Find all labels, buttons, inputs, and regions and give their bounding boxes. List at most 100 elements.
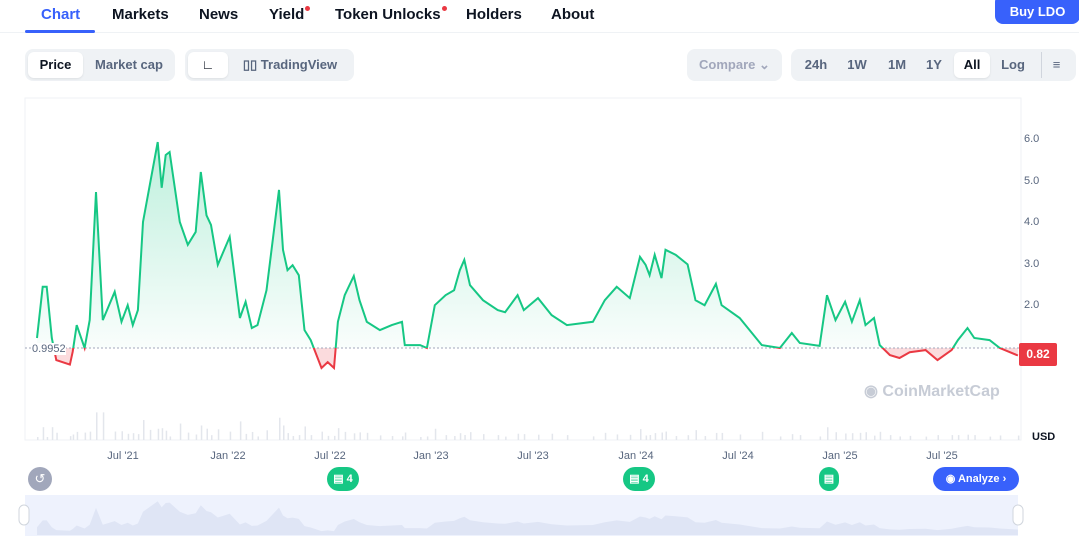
volume-bar — [661, 432, 663, 440]
volume-bar — [470, 432, 472, 440]
volume-bar — [334, 435, 336, 440]
notification-dot — [441, 6, 447, 11]
volume-bar — [739, 434, 742, 440]
volume-bar — [1017, 435, 1020, 440]
event-pin[interactable]: ▤ 4 — [327, 467, 359, 491]
tab-markets[interactable]: Markets — [112, 6, 169, 23]
volume-bar — [37, 437, 39, 440]
volume-bar — [505, 436, 507, 440]
price-button[interactable]: Price — [28, 52, 83, 78]
volume-bar — [827, 427, 829, 440]
volume-bar — [102, 412, 105, 440]
volume-bar — [967, 434, 969, 440]
volume-bar — [799, 435, 802, 440]
volume-bar — [454, 436, 456, 440]
volume-bar — [51, 427, 54, 440]
x-tick: Jul '23 — [517, 450, 549, 462]
volume-bar — [899, 436, 901, 440]
volume-bar — [206, 428, 208, 440]
range-all[interactable]: All — [954, 52, 990, 78]
current-price-badge: 0.82 — [1019, 343, 1057, 366]
volume-bar — [137, 434, 140, 440]
navigator-left-handle[interactable] — [18, 504, 30, 526]
x-tick: Jul '25 — [926, 450, 958, 462]
range-1w[interactable]: 1W — [847, 57, 867, 72]
volume-bars — [37, 412, 1020, 440]
buy-ldo-button[interactable]: Buy LDO — [995, 0, 1079, 24]
volume-bar — [245, 433, 248, 440]
volume-bar — [974, 435, 976, 440]
x-tick: Jul '22 — [314, 450, 346, 462]
volume-bar — [695, 430, 697, 440]
range-24h[interactable]: 24h — [804, 57, 828, 72]
volume-bar — [298, 435, 301, 440]
event-pin[interactable]: ▤ — [819, 467, 839, 491]
volume-bar — [96, 412, 98, 440]
x-tick: Jan '25 — [822, 450, 858, 462]
y-axis-unit: USD — [1032, 431, 1056, 443]
tab-chart[interactable]: Chart — [41, 6, 80, 23]
range-1y[interactable]: 1Y — [926, 57, 942, 72]
volume-bar — [616, 434, 619, 440]
volume-bar — [483, 434, 485, 440]
line-chart-button[interactable]: ∟ — [188, 52, 228, 78]
market-cap-button[interactable]: Market cap — [95, 57, 163, 72]
volume-bar — [845, 433, 847, 440]
active-tab-indicator — [25, 30, 95, 33]
tab-label: Chart — [41, 6, 81, 23]
volume-bar — [84, 432, 87, 440]
document-icon: ▤ — [629, 473, 640, 485]
volume-bar — [379, 435, 382, 440]
volume-bar — [957, 435, 960, 440]
tab-holders[interactable]: Holders — [466, 6, 522, 23]
volume-bar — [337, 428, 340, 440]
analyze-button[interactable]: ◉ Analyze › — [933, 467, 1019, 491]
volume-bar — [523, 434, 526, 440]
volume-bar — [42, 427, 45, 440]
compare-dropdown[interactable]: Compare ⌄ — [687, 49, 782, 81]
volume-bar — [426, 436, 429, 440]
x-tick: Jan '24 — [618, 450, 654, 462]
document-icon: ▤ — [333, 473, 344, 485]
volume-bar — [859, 432, 862, 440]
event-pin[interactable]: ▤ 4 — [623, 467, 655, 491]
volume-bar — [999, 435, 1002, 440]
log-toggle[interactable]: Log — [1001, 57, 1025, 72]
volume-bar — [72, 434, 75, 440]
volume-bar — [257, 436, 259, 440]
volume-bar — [989, 436, 992, 440]
settings-sliders-icon[interactable]: ≡ — [1041, 52, 1071, 78]
volume-bar — [69, 436, 72, 440]
document-icon: ▤ — [823, 473, 835, 485]
navigator-area — [37, 501, 1018, 535]
volume-bar — [283, 425, 285, 440]
x-tick: Jul '21 — [107, 450, 139, 462]
volume-bar — [217, 429, 220, 440]
volume-bar — [56, 432, 58, 440]
volume-bar — [391, 436, 394, 440]
volume-bar — [353, 433, 356, 440]
volume-bar — [404, 432, 407, 440]
navigator-right-handle[interactable] — [1012, 504, 1024, 526]
tradingview-button[interactable]: ▯▯ TradingView — [235, 52, 345, 78]
volume-bar — [604, 432, 607, 440]
volume-bar — [721, 432, 724, 440]
y-tick: 4.0 — [1024, 216, 1040, 228]
tab-yield[interactable]: Yield — [269, 6, 311, 23]
history-icon[interactable]: ↺ — [28, 467, 52, 491]
reference-value-label: 0.9952 — [32, 343, 66, 355]
volume-bar — [909, 435, 912, 440]
volume-bar — [76, 431, 79, 440]
volume-bar — [464, 435, 466, 440]
tab-token-unlocks[interactable]: Token Unlocks — [335, 6, 447, 23]
volume-bar — [649, 435, 652, 440]
tab-news[interactable]: News — [199, 6, 238, 23]
volume-bar — [344, 431, 347, 440]
volume-bar — [592, 436, 595, 440]
volume-bar — [179, 423, 182, 440]
y-tick: 2.0 — [1024, 299, 1040, 311]
tab-about[interactable]: About — [551, 6, 594, 23]
range-1m[interactable]: 1M — [887, 57, 907, 72]
volume-bar — [187, 432, 190, 440]
